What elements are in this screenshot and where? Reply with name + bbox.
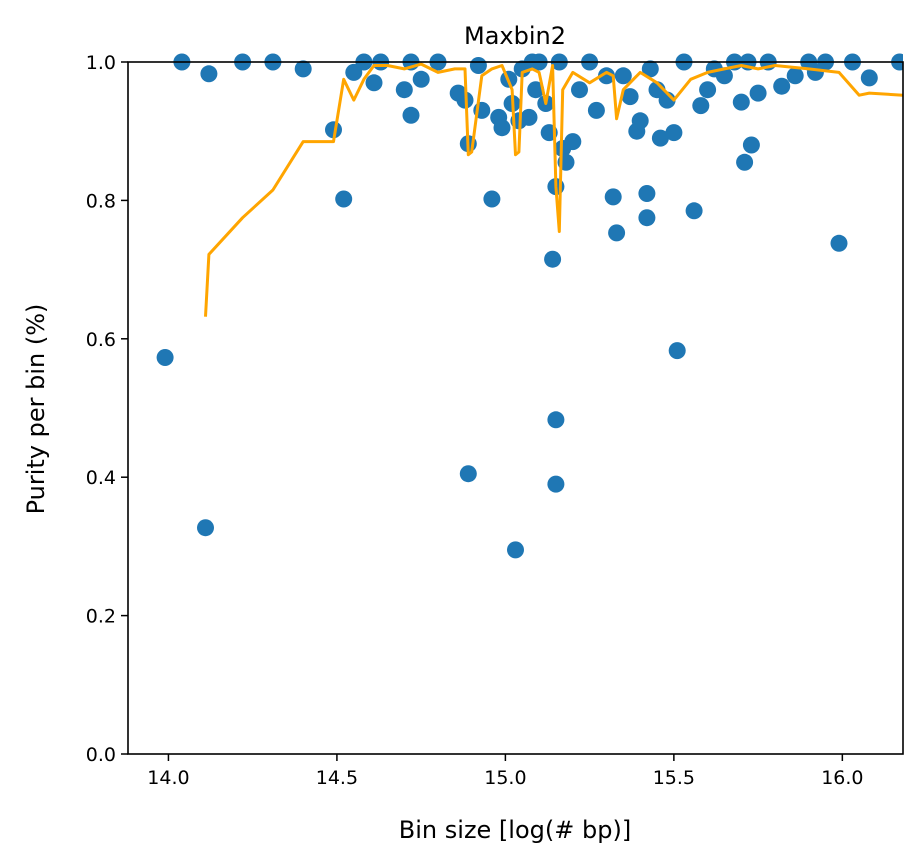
scatter-point	[483, 190, 501, 208]
scatter-point	[614, 67, 632, 85]
scatter-point	[325, 121, 342, 139]
y-tick-label: 0.8	[86, 190, 116, 212]
plot-marks	[156, 53, 903, 559]
scatter-point	[692, 97, 710, 115]
x-tick-label: 14.0	[147, 767, 189, 789]
scatter-point	[604, 188, 622, 206]
scatter-point	[715, 67, 733, 85]
x-tick-label: 15.0	[484, 767, 526, 789]
scatter-point	[459, 465, 477, 483]
scatter-point	[469, 57, 487, 74]
scatter-point	[736, 153, 754, 171]
scatter-point	[527, 81, 545, 99]
scatter-point	[520, 108, 538, 126]
scatter-point	[621, 88, 639, 106]
x-axis-ticks: 14.0 14.5 15.0 15.5 16.0	[147, 754, 864, 789]
scatter-point	[412, 70, 430, 88]
scatter-point	[860, 69, 878, 87]
scatter-point	[395, 81, 413, 99]
y-axis-title: Purity per bin (%)	[22, 304, 50, 515]
scatter-point	[608, 224, 626, 242]
scatter-point	[507, 541, 524, 559]
scatter-point	[742, 136, 760, 154]
plot-frame	[127, 61, 904, 755]
x-axis-title: Bin size [log(# bp)]	[399, 816, 631, 844]
y-tick-label: 0.2	[86, 606, 116, 628]
rolling-mean-line	[204, 62, 903, 317]
scatter-point	[773, 77, 791, 95]
scatter-point	[547, 411, 565, 429]
scatter-point	[830, 234, 848, 252]
scatter-point	[564, 133, 582, 151]
y-tick-label: 1.0	[86, 52, 116, 74]
scatter-point	[544, 250, 562, 268]
scatter-point	[200, 65, 218, 83]
scatter-point	[651, 129, 669, 147]
scatter-point	[668, 342, 686, 360]
scatter-point	[571, 81, 588, 99]
scatter-point	[587, 101, 605, 119]
scatter-point	[294, 60, 312, 78]
x-tick-label: 16.0	[821, 767, 863, 789]
scatter-point	[493, 119, 511, 137]
scatter-point	[638, 209, 656, 227]
scatter-point	[598, 67, 615, 85]
axes-frame	[127, 61, 904, 755]
scatter-point	[685, 202, 703, 220]
y-tick-label: 0.6	[86, 329, 116, 351]
scatter-point	[699, 81, 717, 99]
y-tick-label: 0.0	[86, 744, 116, 766]
scatter-point	[365, 74, 383, 92]
scatter-point	[197, 519, 214, 537]
scatter-point	[786, 67, 804, 85]
y-tick-label: 0.4	[86, 467, 116, 489]
scatter-point	[156, 349, 174, 366]
scatter-point	[732, 93, 750, 111]
scatter-point	[547, 475, 565, 493]
scatter-point	[641, 60, 659, 78]
scatter-point	[638, 185, 656, 202]
x-tick-label: 14.5	[316, 767, 358, 789]
scatter-point	[631, 112, 649, 130]
chart-title: Maxbin2	[464, 22, 566, 50]
scatter-point	[749, 84, 767, 102]
x-tick-label: 15.5	[653, 767, 695, 789]
y-axis-ticks: 0.0 0.2 0.4 0.6 0.8 1.0	[86, 52, 128, 766]
scatter-point	[665, 124, 683, 142]
scatter-point	[402, 106, 420, 124]
scatter-point	[335, 190, 353, 208]
scatter-series	[156, 53, 903, 559]
